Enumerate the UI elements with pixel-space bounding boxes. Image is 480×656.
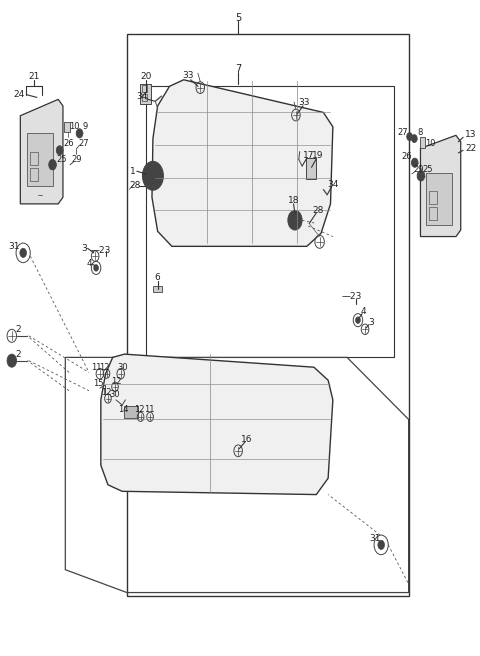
- Text: 31: 31: [8, 242, 19, 251]
- Text: 20: 20: [140, 72, 152, 81]
- Text: 33: 33: [299, 98, 310, 107]
- Text: 3: 3: [82, 244, 87, 253]
- Text: 8: 8: [417, 127, 422, 136]
- Text: 29: 29: [72, 155, 82, 164]
- Bar: [64, 121, 70, 132]
- Polygon shape: [152, 80, 333, 247]
- Text: 10: 10: [425, 138, 436, 148]
- Text: 34: 34: [136, 92, 148, 101]
- Text: 13: 13: [465, 130, 477, 139]
- Bar: [426, 173, 452, 225]
- Circle shape: [76, 129, 83, 138]
- Text: 31: 31: [370, 534, 381, 543]
- Circle shape: [94, 264, 98, 271]
- Text: 27: 27: [397, 127, 408, 136]
- Text: 12: 12: [101, 388, 112, 396]
- Circle shape: [56, 146, 63, 155]
- Circle shape: [411, 158, 418, 167]
- Circle shape: [407, 133, 412, 140]
- Text: 17: 17: [302, 151, 314, 160]
- Bar: [306, 158, 316, 179]
- Bar: [30, 152, 38, 165]
- Polygon shape: [20, 99, 63, 204]
- Bar: [27, 133, 53, 186]
- Text: 5: 5: [235, 12, 241, 23]
- Circle shape: [417, 171, 425, 181]
- Circle shape: [143, 161, 163, 190]
- Text: 4: 4: [361, 306, 366, 316]
- Text: 10: 10: [69, 122, 80, 131]
- Text: 3: 3: [368, 318, 373, 327]
- Text: 21: 21: [28, 72, 39, 81]
- Bar: [142, 94, 147, 100]
- Bar: [153, 285, 162, 292]
- Polygon shape: [101, 354, 333, 495]
- Text: 25: 25: [56, 155, 67, 164]
- Text: 1: 1: [130, 167, 136, 176]
- Text: 29: 29: [413, 165, 424, 174]
- Text: 28: 28: [312, 206, 324, 215]
- Bar: [123, 406, 138, 418]
- Bar: [429, 191, 437, 204]
- Text: —23: —23: [91, 247, 111, 255]
- Text: 6: 6: [155, 272, 160, 281]
- Circle shape: [356, 317, 360, 323]
- Text: 9: 9: [83, 122, 88, 131]
- Text: 12: 12: [134, 405, 145, 414]
- Text: 18: 18: [288, 196, 300, 205]
- Circle shape: [378, 541, 384, 550]
- Bar: [429, 207, 437, 220]
- Text: 11: 11: [144, 405, 155, 414]
- Text: 25: 25: [423, 165, 433, 174]
- Text: 11: 11: [91, 363, 101, 372]
- Text: 30: 30: [110, 390, 120, 399]
- Bar: [146, 87, 395, 358]
- Circle shape: [411, 134, 417, 142]
- Bar: [140, 85, 152, 104]
- Polygon shape: [420, 135, 461, 237]
- Text: 24: 24: [14, 91, 25, 99]
- Text: 22: 22: [465, 144, 476, 153]
- Text: 26: 26: [63, 139, 73, 148]
- Circle shape: [288, 211, 302, 230]
- Text: 4: 4: [86, 260, 92, 268]
- Bar: [127, 34, 408, 596]
- Circle shape: [147, 168, 158, 184]
- Text: 14: 14: [118, 405, 129, 414]
- Text: 12: 12: [99, 363, 110, 372]
- Bar: [30, 168, 38, 181]
- Text: 33: 33: [183, 72, 194, 80]
- Text: 26: 26: [401, 152, 412, 161]
- Text: 28: 28: [130, 181, 141, 190]
- Text: 16: 16: [241, 434, 252, 443]
- Text: 34: 34: [327, 180, 338, 189]
- Circle shape: [49, 159, 56, 170]
- Text: —23: —23: [342, 292, 362, 301]
- Text: 7: 7: [235, 64, 241, 73]
- Bar: [142, 85, 147, 92]
- Text: 15: 15: [93, 379, 104, 388]
- Text: 12: 12: [111, 377, 121, 386]
- Circle shape: [20, 249, 26, 257]
- Text: 19: 19: [312, 151, 324, 160]
- Text: 27: 27: [78, 139, 89, 148]
- Text: 2: 2: [15, 350, 21, 359]
- Bar: [420, 137, 425, 148]
- Text: 30: 30: [117, 363, 128, 372]
- Circle shape: [7, 354, 16, 367]
- Text: 2: 2: [15, 325, 21, 334]
